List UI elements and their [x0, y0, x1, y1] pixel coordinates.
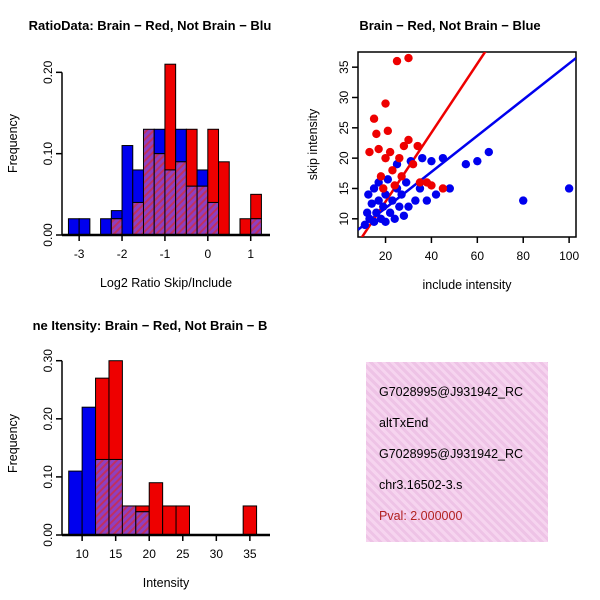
- chromosome-location-line: chr3.16502-3.s: [379, 478, 463, 492]
- svg-text:100: 100: [559, 249, 579, 263]
- svg-text:25: 25: [337, 121, 351, 135]
- panel-gene-info: G7028995@J931942_RC altTxEnd G7028995@J9…: [300, 300, 600, 600]
- svg-text:0.20: 0.20: [41, 60, 55, 84]
- chart-title-ratio-histogram: RatioData: Brain − Red, Not Brain − Blu: [28, 18, 272, 33]
- svg-text:include intensity: include intensity: [423, 278, 513, 292]
- pvalue-line: Pval: 2.000000: [379, 509, 463, 523]
- svg-text:0.10: 0.10: [41, 142, 55, 166]
- panel-gene-intensity-histogram: ne Itensity: Brain − Red, Not Brain − B …: [0, 300, 300, 600]
- svg-text:0.30: 0.30: [41, 349, 55, 373]
- svg-text:40: 40: [425, 249, 439, 263]
- svg-text:10: 10: [75, 547, 89, 561]
- svg-text:skip intensity: skip intensity: [306, 108, 320, 180]
- panel-intensity-scatter: Brain − Red, Not Brain − Blue 20 40 60 80 10…: [300, 0, 600, 300]
- svg-text:0: 0: [204, 247, 211, 261]
- svg-text:35: 35: [337, 60, 351, 74]
- svg-text:0.10: 0.10: [41, 465, 55, 489]
- svg-text:80: 80: [517, 249, 531, 263]
- gene-intensity-histogram: 10 15 20 25 30 35 0.00 0.10 0.20 0.30 Intensity Fre…: [6, 349, 270, 590]
- svg-text:0.00: 0.00: [41, 223, 55, 247]
- svg-text:15: 15: [337, 181, 351, 195]
- svg-text:Intensity: Intensity: [143, 576, 190, 590]
- svg-text:0.20: 0.20: [41, 407, 55, 431]
- svg-text:10: 10: [337, 212, 351, 226]
- svg-text:Log2 Ratio Skip/Include: Log2 Ratio Skip/Include: [100, 276, 232, 290]
- intensity-scatter-plot: 20 40 60 80 100 10 15 20 25 30 35 include intensity…: [306, 51, 579, 292]
- svg-text:-3: -3: [74, 247, 85, 261]
- log2-ratio-histogram: -3 -2 -1 0 1 0.00 0.10 0.20 Log2 Ratio Skip/Incl…: [6, 60, 270, 290]
- svg-text:1: 1: [247, 247, 254, 261]
- svg-text:25: 25: [176, 547, 190, 561]
- svg-text:35: 35: [243, 547, 257, 561]
- chart-title-gene-intensity: ne Itensity: Brain − Red, Not Brain − B: [32, 318, 268, 333]
- svg-text:-1: -1: [160, 247, 171, 261]
- svg-text:20: 20: [143, 547, 157, 561]
- svg-text:30: 30: [210, 547, 224, 561]
- svg-text:60: 60: [471, 249, 485, 263]
- gene-info-box: G7028995@J931942_RC altTxEnd G7028995@J9…: [366, 362, 548, 542]
- svg-text:20: 20: [379, 249, 393, 263]
- svg-text:15: 15: [109, 547, 123, 561]
- svg-text:30: 30: [337, 90, 351, 104]
- gene-probe-id-line-2: G7028995@J931942_RC: [379, 447, 524, 461]
- svg-text:-2: -2: [117, 247, 128, 261]
- svg-text:Frequency: Frequency: [6, 113, 20, 173]
- chart-title-scatter: Brain − Red, Not Brain − Blue: [359, 18, 541, 33]
- panel-log2-ratio-histogram: RatioData: Brain − Red, Not Brain − Blu …: [0, 0, 300, 300]
- svg-text:Frequency: Frequency: [6, 413, 20, 473]
- svg-text:0.00: 0.00: [41, 523, 55, 547]
- gene-probe-id-line: G7028995@J931942_RC: [379, 385, 524, 399]
- svg-text:20: 20: [337, 151, 351, 165]
- event-type-line: altTxEnd: [379, 416, 429, 430]
